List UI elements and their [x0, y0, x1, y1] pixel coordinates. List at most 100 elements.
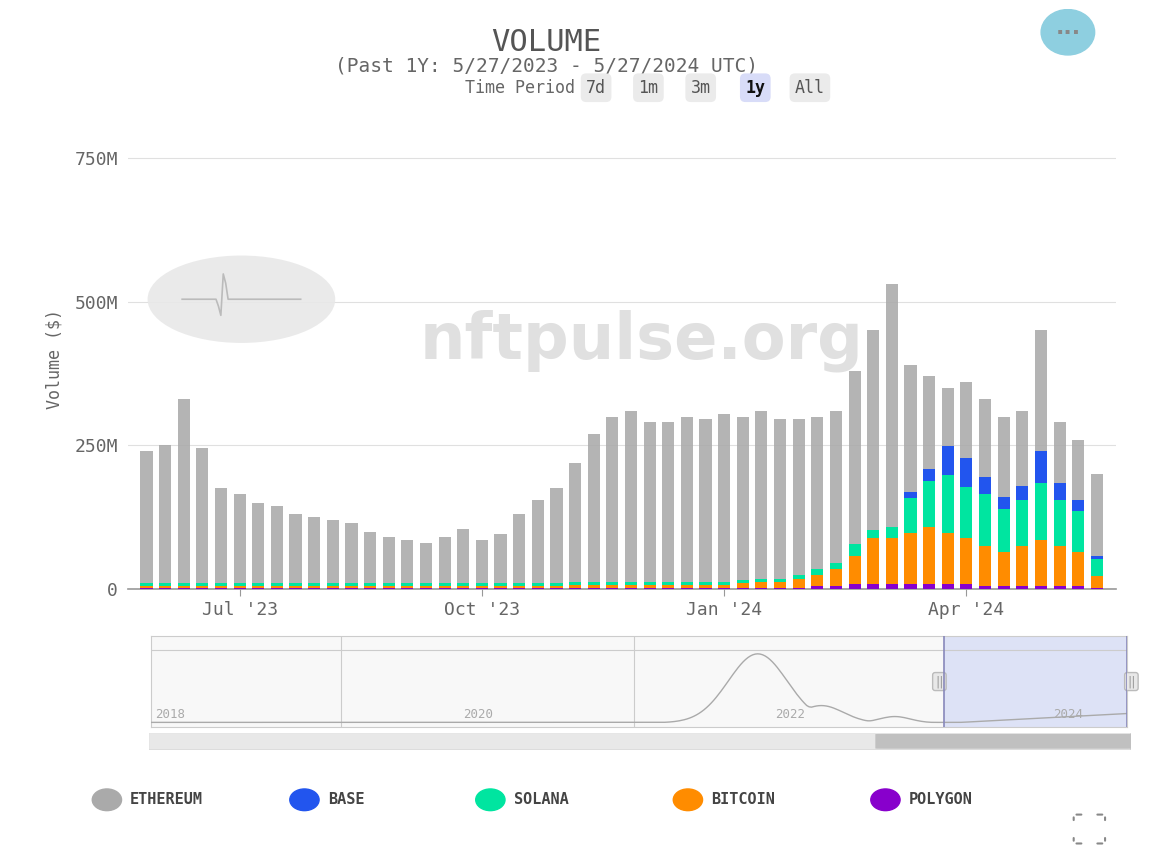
Bar — [607, 582, 618, 585]
Bar — [1035, 330, 1047, 589]
Bar — [1054, 500, 1066, 546]
Bar — [625, 585, 637, 588]
Bar — [234, 587, 245, 588]
Text: 3m: 3m — [690, 79, 711, 96]
Bar — [252, 587, 264, 588]
Text: 2024: 2024 — [1054, 709, 1084, 722]
Bar — [551, 588, 562, 589]
Bar — [382, 538, 395, 589]
Bar — [848, 556, 861, 585]
Bar — [419, 583, 432, 587]
Bar — [885, 285, 898, 589]
Bar — [178, 583, 189, 587]
Bar — [792, 420, 805, 589]
Bar — [625, 582, 637, 585]
Bar — [401, 587, 414, 588]
Bar — [345, 587, 358, 588]
Bar — [345, 588, 358, 589]
Bar — [960, 458, 973, 487]
Bar — [848, 585, 861, 589]
Bar — [923, 585, 935, 589]
Bar — [998, 416, 1010, 589]
Bar — [569, 588, 581, 589]
Text: POLYGON: POLYGON — [909, 792, 973, 808]
Bar — [271, 506, 284, 589]
Bar — [718, 585, 730, 588]
Bar — [289, 587, 302, 588]
Bar — [588, 588, 600, 589]
Text: All: All — [795, 79, 825, 96]
Bar — [811, 574, 824, 587]
Bar — [1054, 587, 1066, 589]
Bar — [923, 470, 935, 481]
Bar — [364, 587, 376, 588]
Bar — [364, 588, 376, 589]
Bar — [830, 569, 842, 587]
Bar — [960, 538, 973, 585]
Bar — [476, 588, 488, 589]
Bar — [867, 538, 880, 585]
Text: BASE: BASE — [328, 792, 364, 808]
Bar — [569, 585, 581, 588]
Text: SOLANA: SOLANA — [514, 792, 568, 808]
Bar — [960, 487, 973, 538]
Bar — [1054, 482, 1066, 500]
Bar — [718, 414, 730, 589]
Bar — [607, 416, 618, 589]
Text: Time Period: Time Period — [465, 79, 575, 96]
Bar — [1073, 439, 1084, 589]
Bar — [1035, 482, 1047, 540]
Bar — [401, 540, 414, 589]
Bar — [662, 588, 674, 589]
Bar — [141, 588, 152, 589]
Bar — [551, 488, 562, 589]
Bar — [700, 582, 711, 585]
Bar — [607, 585, 618, 588]
Text: 1m: 1m — [638, 79, 659, 96]
Bar — [607, 588, 618, 589]
Bar — [904, 498, 917, 532]
Bar — [382, 587, 395, 588]
Bar — [1017, 500, 1028, 546]
Bar — [941, 446, 954, 476]
Bar — [1035, 540, 1047, 587]
Bar — [904, 365, 917, 589]
Bar — [904, 493, 917, 498]
Bar — [998, 587, 1010, 589]
Bar — [345, 523, 358, 589]
FancyBboxPatch shape — [875, 734, 1135, 749]
Circle shape — [289, 789, 320, 811]
Bar — [234, 583, 245, 587]
Bar — [382, 588, 395, 589]
Bar — [215, 588, 227, 589]
Bar — [644, 582, 655, 585]
Bar — [755, 582, 767, 588]
Bar — [774, 588, 787, 589]
Bar — [625, 588, 637, 589]
Bar — [569, 463, 581, 589]
Bar — [867, 330, 880, 589]
Bar — [1091, 588, 1103, 589]
Bar — [364, 531, 376, 589]
Bar — [662, 585, 674, 588]
Text: BITCOIN: BITCOIN — [711, 792, 775, 808]
Bar — [569, 582, 581, 585]
Bar — [196, 583, 208, 587]
Bar — [1054, 546, 1066, 587]
Bar — [1091, 474, 1103, 589]
Bar — [662, 582, 674, 585]
Bar — [1091, 556, 1103, 559]
Bar — [980, 494, 991, 546]
Bar — [438, 583, 451, 587]
Bar — [681, 582, 693, 585]
Bar — [644, 585, 655, 588]
Bar — [941, 388, 954, 589]
Bar — [737, 583, 748, 588]
Bar — [774, 582, 787, 588]
Bar — [960, 585, 973, 589]
Circle shape — [148, 255, 336, 343]
Y-axis label: Volume ($): Volume ($) — [45, 309, 64, 409]
Bar — [644, 588, 655, 589]
Bar — [830, 587, 842, 589]
Bar — [159, 588, 171, 589]
